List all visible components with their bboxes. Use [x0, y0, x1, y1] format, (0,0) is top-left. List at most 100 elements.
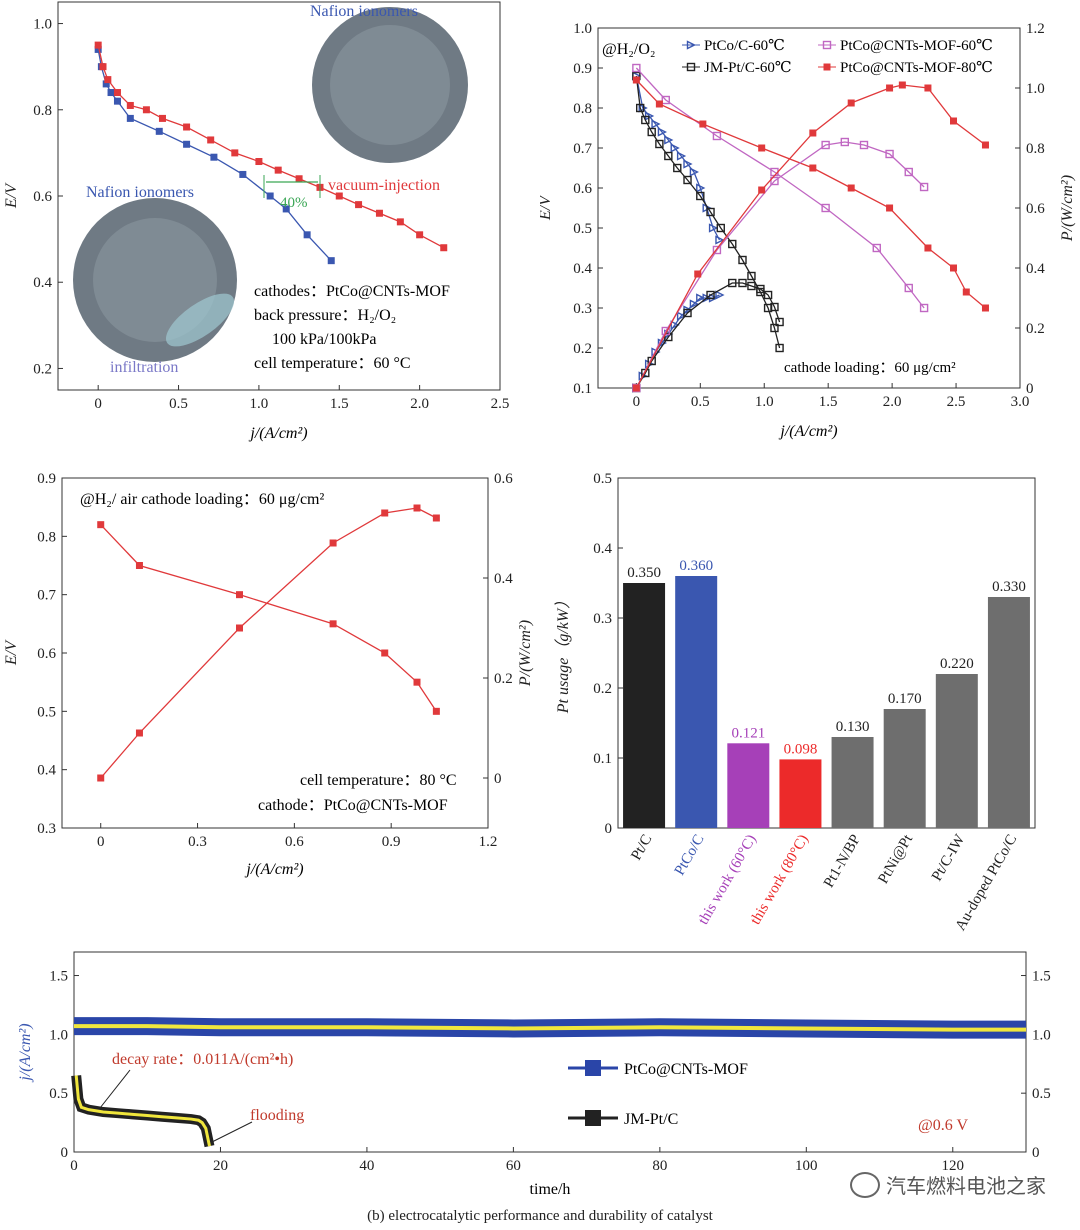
e-legend-label: PtCo@CNTs-MOF: [624, 1061, 748, 1078]
d-bar-value-label: 0.130: [836, 719, 870, 735]
a-point-1: [375, 209, 383, 217]
b-point-6: [919, 182, 929, 192]
d-ytick-label: 0.5: [593, 471, 612, 487]
panel-a-chart: 0 0.5 1.0 1.5 2.0 2.5 0.2 0.4 0.6 0.8 1.0 j/(A/cm²)…: [3, 1, 509, 442]
b-y2label: P/(W/cm²): [1059, 175, 1076, 242]
c-point-0: [413, 678, 421, 686]
b-point-7: [758, 186, 766, 194]
a-point-1: [255, 158, 263, 166]
a-infiltration-label: infiltration: [110, 359, 178, 376]
b-point-2: [632, 63, 641, 73]
a-point-1: [274, 166, 282, 174]
d-bar-value-label: 0.360: [679, 558, 713, 574]
b-series-line-2: [635, 67, 925, 309]
b-point-4: [676, 311, 687, 321]
c-y2tick-label: 0.4: [494, 571, 513, 587]
b-point-1: [716, 223, 725, 233]
panel-d-chart: 0 0.1 0.2 0.3 0.4 0.5 Pt usage（g/kW） 0.350 Pt/C 0…: [554, 471, 1036, 933]
b-point-3: [981, 304, 989, 312]
b-xtick-label: 2.0: [883, 394, 902, 410]
b-point-1: [706, 207, 715, 217]
b-point-1: [728, 239, 737, 249]
b-point-0: [708, 223, 719, 233]
d-bar: [935, 674, 978, 828]
a-point-1: [335, 192, 343, 200]
a-point-1: [355, 201, 363, 209]
a-info-line: cell temperature：60 °C: [254, 355, 411, 372]
d-ytick-label: 0.4: [593, 541, 612, 557]
a-point-0: [113, 97, 121, 105]
c-ytick-label: 0.6: [37, 646, 56, 662]
b-point-1: [775, 343, 784, 353]
b-point-1: [770, 323, 779, 333]
b-point-0: [670, 143, 680, 153]
d-bar-value-label: 0.121: [731, 725, 765, 741]
b-series-line-5: [635, 282, 781, 389]
b-point-4: [670, 320, 680, 330]
b-y2tick-label: 0.2: [1026, 321, 1045, 337]
a-ylabel: E/V: [3, 182, 20, 209]
b-point-1: [641, 115, 650, 125]
a-point-0: [107, 89, 115, 97]
e-y2tick-label: 1.0: [1032, 1027, 1051, 1043]
b-ytick-label: 0.4: [573, 261, 592, 277]
a-point-1: [396, 218, 404, 226]
a-point-0: [239, 170, 247, 178]
c-point-1: [413, 504, 421, 512]
b-point-3: [886, 204, 894, 212]
b-point-6: [885, 149, 894, 159]
b-point-5: [747, 281, 756, 291]
b-point-1: [635, 103, 645, 113]
b-y2tick-label: 0: [1026, 381, 1034, 397]
a-point-1: [104, 76, 112, 84]
b-point-0: [696, 183, 706, 193]
a-xtick-label: 0.5: [169, 396, 188, 412]
a-point-1: [183, 123, 191, 131]
d-bar: [831, 737, 874, 828]
b-series-line-6: [635, 141, 925, 389]
panel-e-chart: 0 20 40 60 80 100 120 0 0.5 1.0 1.5 0 0.5 1.0 1.5 time/…: [17, 951, 1051, 1198]
b-point-3: [924, 244, 932, 252]
a-ytick-label: 0.8: [33, 103, 52, 119]
b-y2tick-label: 1.0: [1026, 81, 1045, 97]
b-point-0: [664, 135, 674, 145]
a-point-0: [266, 192, 274, 200]
c-point-0: [432, 707, 440, 715]
d-ytick-label: 0.3: [593, 611, 612, 627]
d-category-label: Pt/C-IW: [929, 831, 969, 884]
b-point-3: [950, 264, 958, 272]
b-point-7: [886, 84, 894, 92]
c-point-1: [236, 624, 243, 632]
b-point-1: [647, 127, 656, 137]
b-point-6: [821, 140, 830, 150]
a-point-1: [142, 106, 150, 114]
panel-c: 0 0.3 0.6 0.9 1.2 0.3 0.4 0.5 0.6 0.7 0.8 0.9 0 0.2 0.…: [0, 460, 540, 880]
b-point-4: [696, 293, 706, 303]
d-bar-value-label: 0.220: [940, 656, 974, 672]
a-point-0: [102, 80, 110, 88]
a-point-0: [282, 205, 290, 213]
a-info-line: 100 kPa/100kPa: [272, 331, 376, 348]
a-point-1: [231, 149, 239, 157]
b-xtick-label: 0.5: [691, 394, 710, 410]
d-bar: [675, 576, 718, 828]
b-point-2: [821, 203, 830, 213]
c-point-0: [97, 521, 105, 529]
a-point-1: [94, 41, 102, 49]
a-ionomer-blob: [165, 293, 235, 347]
b-point-0: [689, 167, 699, 177]
b-point-3: [847, 184, 855, 192]
b-legend-marker: [686, 40, 697, 50]
b-point-5: [770, 302, 779, 312]
b-ytick-label: 0.3: [573, 301, 592, 317]
b-point-6: [770, 176, 779, 186]
d-bar: [987, 597, 1030, 828]
b-series-line-7: [635, 84, 986, 389]
a-info-line: back pressure：H₂/O₂: [254, 307, 396, 324]
b-point-1: [747, 271, 756, 281]
b-point-5: [728, 278, 737, 288]
c-y2tick-label: 0.2: [494, 671, 513, 687]
b-point-5: [738, 278, 747, 288]
b-ylabel: E/V: [540, 194, 554, 221]
panel-b: 0 0.5 1.0 1.5 2.0 2.5 3.0 0.1 0.2 0.3 0.4 0.5 0.6 0.7…: [537, 0, 1080, 450]
